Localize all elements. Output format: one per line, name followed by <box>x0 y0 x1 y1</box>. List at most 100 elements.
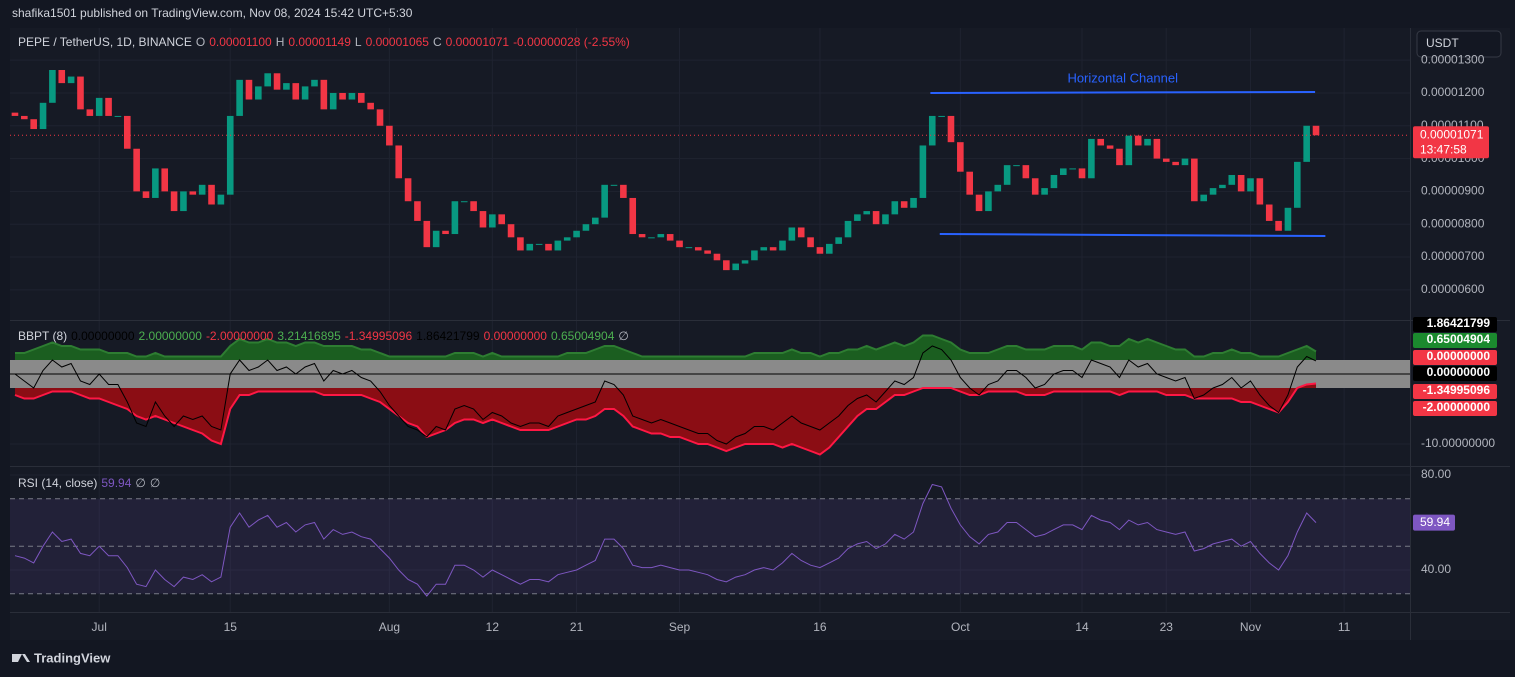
candle <box>872 211 880 225</box>
candle <box>1134 135 1142 146</box>
y-tick-label: 0.00000900 <box>1421 184 1485 198</box>
candle <box>620 184 627 198</box>
top-bar <box>0 0 1515 26</box>
candle <box>95 97 103 116</box>
candle <box>835 237 842 244</box>
candle <box>1219 184 1226 189</box>
candle <box>1097 138 1105 146</box>
candle <box>994 184 1002 192</box>
candle <box>629 197 637 235</box>
x-tick-label: 12 <box>486 620 500 634</box>
candle <box>685 247 693 249</box>
legend-value: 0.00001100 <box>209 35 272 49</box>
candle <box>1256 178 1264 205</box>
candle <box>217 194 225 205</box>
candle <box>348 92 356 100</box>
candle <box>676 240 683 248</box>
candle <box>395 145 403 179</box>
candle <box>938 115 945 117</box>
value-box-label: 0.00000000 <box>1427 349 1491 363</box>
value-box-label: -1.34995096 <box>1423 383 1491 397</box>
candle <box>1022 165 1030 179</box>
candle <box>844 220 852 238</box>
candle <box>1059 168 1067 175</box>
rsi-value: 59.94 <box>101 476 132 490</box>
candle <box>161 168 169 192</box>
candle <box>891 201 899 215</box>
candle <box>1069 168 1076 170</box>
legend-value: 0.00000000 <box>483 329 547 343</box>
candle <box>442 230 449 235</box>
candle <box>666 234 674 241</box>
main-legend: PEPE / TetherUS, 1D, BINANCE O 0.00001100 H… <box>18 35 634 49</box>
candle <box>339 92 346 100</box>
candle <box>863 211 871 215</box>
candle <box>498 214 505 225</box>
legend-value: 2.00000000 <box>138 329 202 343</box>
rsi-line <box>14 483 1317 597</box>
legend-value: -0.00000028 (-2.55%) <box>513 35 630 49</box>
legend-value: 0.65004904 <box>550 329 615 343</box>
candle <box>648 237 655 239</box>
candle <box>198 184 206 195</box>
candle <box>86 109 94 116</box>
bbpt-legend: BBPT (8) 0.00000000 2.00000000 -2.00000000 3… <box>18 329 633 343</box>
candle <box>1275 220 1282 231</box>
y-tick-label: 0.00001300 <box>1421 52 1485 66</box>
candle <box>638 234 646 238</box>
y-tick-label: 40.00 <box>1421 562 1451 576</box>
candle <box>329 92 337 110</box>
candle <box>919 145 927 198</box>
candle <box>1088 138 1095 179</box>
candle <box>807 237 814 248</box>
candle <box>226 115 234 195</box>
legend-value: 0.00000000 <box>71 329 135 343</box>
candle <box>882 214 889 225</box>
rsi-value-label: 59.94 <box>1420 515 1450 529</box>
x-tick-label: Nov <box>1240 620 1261 634</box>
footer-logo <box>12 654 30 662</box>
bull-area-fill <box>14 335 1317 360</box>
candle <box>610 184 618 186</box>
legend-value: O <box>195 35 206 49</box>
rsi-legend: RSI (14, close) 59.94 ∅ ∅ <box>18 476 164 490</box>
candle <box>180 191 187 212</box>
y-tick-label: 80.00 <box>1421 467 1451 481</box>
candle <box>208 184 215 205</box>
candle <box>816 247 824 254</box>
legend-value: 1.86421799 <box>416 329 480 343</box>
currency-button-label[interactable]: USDT <box>1426 36 1459 50</box>
candle <box>985 191 992 212</box>
candle <box>1209 188 1217 195</box>
candle <box>423 220 431 248</box>
value-box-label: 0.65004904 <box>1427 332 1491 346</box>
candle <box>713 253 721 261</box>
candle <box>563 237 571 241</box>
legend-value: ∅ <box>618 329 629 343</box>
y-tick-label: -10.00000000 <box>1421 436 1495 450</box>
x-tick-label: 23 <box>1160 620 1174 634</box>
candle <box>123 115 131 149</box>
x-tick-label: 11 <box>1338 620 1351 634</box>
countdown: 13:47:58 <box>1420 142 1467 156</box>
candle <box>357 92 365 103</box>
candle <box>1003 165 1011 185</box>
candle <box>1200 194 1208 202</box>
candle <box>386 125 393 146</box>
candle <box>966 171 973 195</box>
y-tick-label: 0.00000600 <box>1421 282 1485 296</box>
currency-button[interactable] <box>1416 30 1502 58</box>
candle <box>769 247 777 251</box>
candle <box>1247 178 1254 192</box>
rsi-band <box>10 498 1410 594</box>
legend-value: H <box>275 35 285 49</box>
candle <box>189 191 197 195</box>
candle <box>30 119 37 130</box>
indicator-title: BBPT (8) <box>18 329 68 343</box>
candle <box>1191 158 1198 202</box>
legend-value: L <box>354 35 362 49</box>
candle <box>591 217 599 225</box>
candle <box>657 234 665 238</box>
last-price-box <box>1413 126 1489 159</box>
candle <box>1284 207 1292 231</box>
